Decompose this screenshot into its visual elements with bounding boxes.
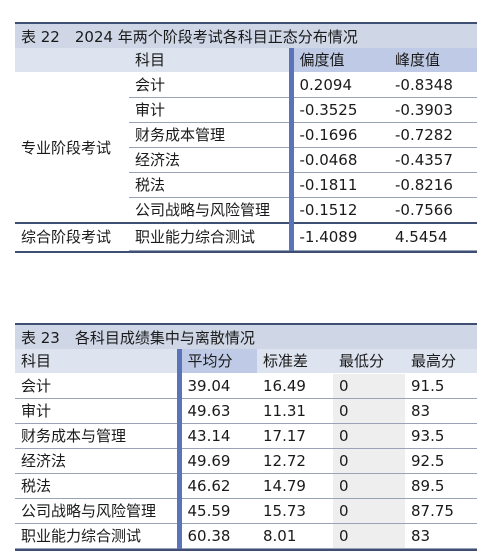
table-row: 经济法 49.69 12.72 0 92.5 xyxy=(15,448,477,474)
subject-cell: 公司战略与风险管理 xyxy=(129,197,291,224)
table-22-caption: 表 22 2024 年两个阶段考试各科目正态分布情况 xyxy=(15,22,477,48)
table-row: 综合阶段考试 职业能力综合测试 -1.4089 4.5454 xyxy=(15,222,477,251)
min-cell: 0 xyxy=(333,398,405,424)
max-cell: 91.5 xyxy=(405,373,477,399)
subject-cell: 公司战略与风险管理 xyxy=(15,498,179,524)
sd-cell: 11.31 xyxy=(257,398,333,424)
kurt-cell: -0.7566 xyxy=(389,197,477,224)
table-22-grid: 科目 偏度值 峰度值 专业阶段考试 会计 0.2094 -0.8348 审计 -… xyxy=(15,48,477,251)
skew-cell: -0.1811 xyxy=(288,172,389,198)
mean-cell: 49.63 xyxy=(176,398,257,424)
skew-cell: -0.0468 xyxy=(288,147,389,173)
skew-cell: -0.1512 xyxy=(288,197,389,224)
header-max: 最高分 xyxy=(405,349,477,374)
table-22: 表 22 2024 年两个阶段考试各科目正态分布情况 科目 偏度值 峰度值 专业… xyxy=(15,22,477,253)
table-row: 税法 46.62 14.79 0 89.5 xyxy=(15,473,477,499)
table-row: 审计 -0.3525 -0.3903 xyxy=(15,97,477,123)
skew-cell: 0.2094 xyxy=(288,72,389,98)
header-skew: 偏度值 xyxy=(288,48,389,73)
subject-cell: 审计 xyxy=(129,97,291,123)
table-23: 表 23 各科目成绩集中与离散情况 科目 平均分 标准差 最低分 最高分 会计 … xyxy=(15,323,477,551)
kurt-cell: -0.8348 xyxy=(389,72,477,98)
sd-cell: 17.17 xyxy=(257,423,333,449)
table-row: 专业阶段考试 会计 0.2094 -0.8348 xyxy=(15,72,477,224)
kurt-cell: 4.5454 xyxy=(389,222,477,251)
kurt-cell: -0.7282 xyxy=(389,122,477,148)
table-row: 财务成本管理 -0.1696 -0.7282 xyxy=(15,122,477,148)
min-cell: 0 xyxy=(333,498,405,524)
max-cell: 83 xyxy=(405,398,477,424)
sd-cell: 14.79 xyxy=(257,473,333,499)
header-empty xyxy=(15,48,129,73)
table-23-caption: 表 23 各科目成绩集中与离散情况 xyxy=(15,323,477,349)
max-cell: 92.5 xyxy=(405,448,477,474)
subject-cell: 财务成本管理 xyxy=(129,122,291,148)
table-row: 经济法 -0.0468 -0.4357 xyxy=(15,147,477,173)
min-cell: 0 xyxy=(333,448,405,474)
table-row: 会计 39.04 16.49 0 91.5 xyxy=(15,373,477,399)
subject-cell: 审计 xyxy=(15,398,179,424)
kurt-cell: -0.4357 xyxy=(389,147,477,173)
min-cell: 0 xyxy=(333,373,405,399)
sd-cell: 15.73 xyxy=(257,498,333,524)
subject-cell: 会计 xyxy=(15,373,179,399)
subject-cell: 税法 xyxy=(15,473,179,499)
kurt-cell: -0.8216 xyxy=(389,172,477,198)
subject-cell: 职业能力综合测试 xyxy=(15,523,179,549)
subject-cell: 职业能力综合测试 xyxy=(129,222,291,251)
min-cell: 0 xyxy=(333,473,405,499)
kurt-cell: -0.3903 xyxy=(389,97,477,123)
mean-cell: 49.69 xyxy=(176,448,257,474)
table-23-bottom-rule xyxy=(15,549,477,551)
sd-cell: 8.01 xyxy=(257,523,333,549)
max-cell: 89.5 xyxy=(405,473,477,499)
min-cell: 0 xyxy=(333,523,405,549)
header-sd: 标准差 xyxy=(257,349,333,374)
mean-cell: 39.04 xyxy=(176,373,257,399)
header-subject: 科目 xyxy=(15,349,179,374)
max-cell: 93.5 xyxy=(405,423,477,449)
header-subject: 科目 xyxy=(129,48,291,73)
table-23-grid: 科目 平均分 标准差 最低分 最高分 会计 39.04 16.49 0 91.5… xyxy=(15,349,477,549)
sd-cell: 12.72 xyxy=(257,448,333,474)
table-row: 公司战略与风险管理 45.59 15.73 0 87.75 xyxy=(15,498,477,524)
skew-cell: -0.3525 xyxy=(288,97,389,123)
table-row: 税法 -0.1811 -0.8216 xyxy=(15,172,477,198)
subject-cell: 经济法 xyxy=(129,147,291,173)
max-cell: 87.75 xyxy=(405,498,477,524)
mean-cell: 45.59 xyxy=(176,498,257,524)
sd-cell: 16.49 xyxy=(257,373,333,399)
mean-cell: 43.14 xyxy=(176,423,257,449)
max-cell: 83 xyxy=(405,523,477,549)
min-cell: 0 xyxy=(333,423,405,449)
subject-cell: 经济法 xyxy=(15,448,179,474)
table-row: 公司战略与风险管理 -0.1512 -0.7566 xyxy=(15,197,477,224)
subject-cell: 财务成本与管理 xyxy=(15,423,179,449)
header-min: 最低分 xyxy=(333,349,405,374)
mean-cell: 46.62 xyxy=(176,473,257,499)
subject-cell: 会计 xyxy=(129,72,291,98)
table-22-bottom-rule xyxy=(15,250,477,253)
subject-cell: 税法 xyxy=(129,172,291,198)
table-row: 审计 49.63 11.31 0 83 xyxy=(15,398,477,424)
group-label: 专业阶段考试 xyxy=(15,72,129,224)
skew-cell: -0.1696 xyxy=(288,122,389,148)
group-label: 综合阶段考试 xyxy=(15,222,129,251)
skew-cell: -1.4089 xyxy=(288,222,389,251)
mean-cell: 60.38 xyxy=(176,523,257,549)
header-mean: 平均分 xyxy=(176,349,257,374)
header-kurt: 峰度值 xyxy=(389,48,477,73)
table-row: 财务成本与管理 43.14 17.17 0 93.5 xyxy=(15,423,477,449)
table-row: 职业能力综合测试 60.38 8.01 0 83 xyxy=(15,523,477,549)
